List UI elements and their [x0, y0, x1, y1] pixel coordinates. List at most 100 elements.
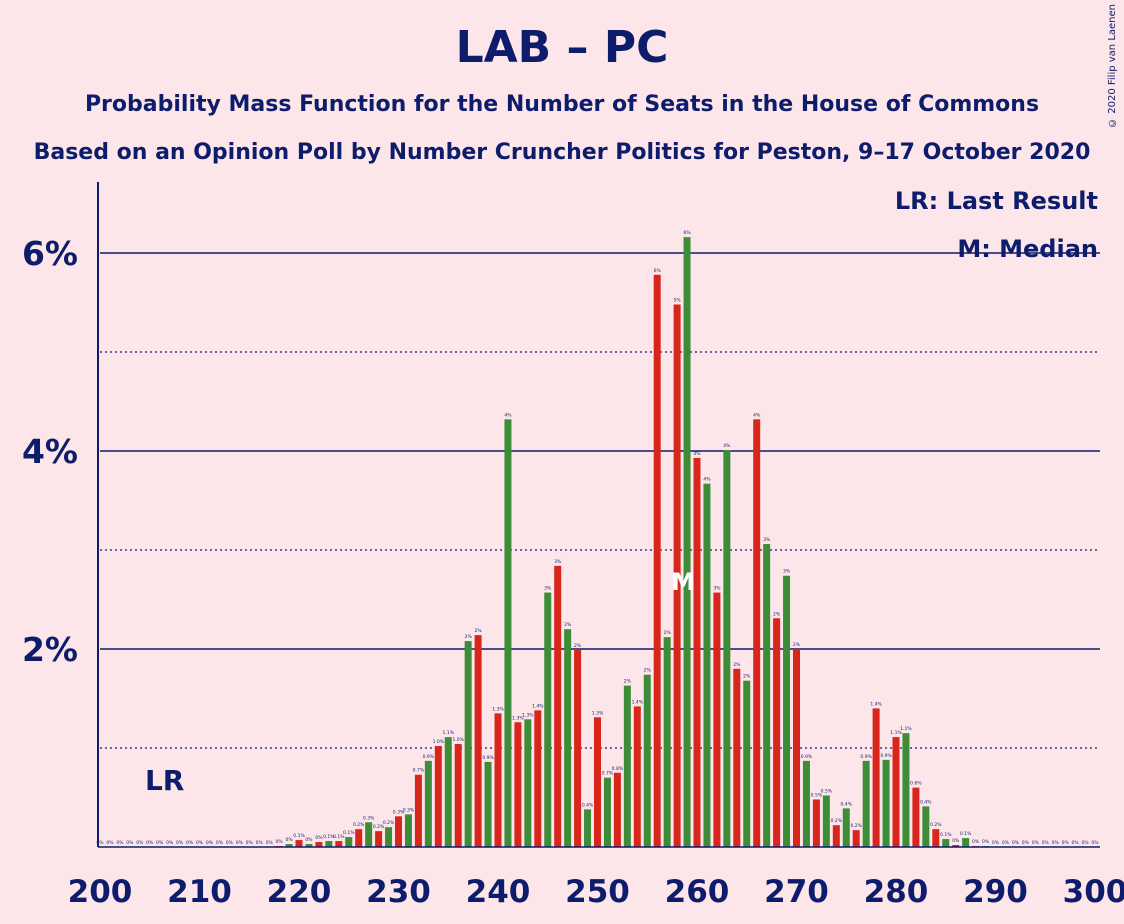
x-tick-300: 300: [1063, 874, 1124, 910]
bar-seat-273: [822, 795, 830, 847]
bar-seat-235: [444, 737, 452, 847]
bar-seat-224: [335, 841, 343, 847]
bar-seat-277: [862, 760, 870, 847]
y-tick-2: 2%: [22, 630, 78, 669]
bar-label-259: 6%: [683, 230, 691, 236]
bar-seat-225: [345, 837, 353, 847]
bar-seat-275: [842, 808, 850, 847]
bar-seat-243: [524, 719, 532, 847]
bar-label-285: 0.1%: [940, 832, 952, 838]
bar-label-235: 1.1%: [443, 730, 455, 736]
bar-label-244: 1.4%: [532, 703, 544, 709]
bar-seat-220: [295, 840, 303, 847]
bar-label-293: 0%: [1022, 840, 1030, 846]
x-tick-200: 200: [68, 874, 133, 910]
median-marker: M: [671, 568, 695, 596]
bar-label-260: 4%: [693, 451, 701, 457]
grid-lines: [100, 252, 1100, 749]
bar-seat-265: [743, 680, 751, 847]
bar-label-231: 0.3%: [403, 807, 415, 813]
bar-label-212: 0%: [216, 840, 224, 846]
bar-seat-222: [315, 842, 323, 847]
bar-seat-234: [434, 746, 442, 847]
bar-label-268: 2%: [773, 611, 781, 617]
bar-seat-259: [683, 237, 691, 847]
bar-label-282: 0.6%: [910, 781, 922, 787]
bar-label-276: 0.2%: [850, 823, 862, 829]
x-tick-280: 280: [864, 874, 929, 910]
bar-label-300: 0%: [1091, 840, 1099, 846]
bar-label-208: 0%: [176, 840, 184, 846]
bar-seat-272: [812, 799, 820, 847]
bar-label-239: 0.9%: [482, 755, 494, 761]
bar-label-275: 0.4%: [841, 801, 853, 807]
bar-seat-285: [942, 839, 950, 847]
bar-seat-247: [564, 629, 572, 847]
bar-label-210: 0%: [196, 840, 204, 846]
axes: 200 210 220 230 240 250 260 270 280 290 300 2% 4% 6%: [22, 182, 1124, 910]
bar-seat-233: [424, 760, 432, 847]
bar-label-299: 0%: [1081, 840, 1089, 846]
bar-label-219: 0%: [285, 837, 293, 843]
bar-seat-268: [773, 618, 781, 847]
bar-series: [275, 237, 990, 848]
bar-label-205: 0%: [146, 840, 154, 846]
bar-label-247: 2%: [564, 622, 572, 628]
bar-label-225: 0.1%: [343, 830, 355, 836]
bar-seat-219: [285, 844, 293, 847]
bar-seat-238: [474, 635, 482, 847]
bar-label-266: 4%: [753, 412, 761, 418]
y-tick-6: 6%: [22, 234, 78, 273]
bar-seat-256: [653, 274, 661, 847]
bar-seat-263: [723, 450, 731, 847]
bar-label-243: 1.3%: [522, 712, 534, 718]
bar-label-256: 6%: [654, 268, 662, 274]
bar-label-234: 1.0%: [433, 739, 445, 745]
bar-label-279: 0.9%: [880, 753, 892, 759]
bar-label-246: 3%: [554, 559, 562, 565]
x-tick-270: 270: [764, 874, 829, 910]
bar-label-228: 0.2%: [373, 824, 385, 830]
x-tick-290: 290: [963, 874, 1028, 910]
bar-seat-284: [932, 829, 940, 847]
bar-label-286: 0%: [952, 838, 960, 844]
bar-seat-255: [643, 674, 651, 847]
bar-seat-231: [404, 814, 412, 847]
bar-label-267: 3%: [763, 537, 771, 543]
bar-label-284: 0.2%: [930, 822, 942, 828]
bar-seat-269: [783, 575, 791, 847]
bar-seat-267: [763, 544, 771, 847]
bar-label-269: 3%: [783, 569, 791, 575]
bar-label-264: 2%: [733, 662, 741, 668]
bar-seat-282: [912, 787, 920, 847]
bar-label-206: 0%: [156, 840, 164, 846]
bar-label-224: 0.1%: [333, 834, 345, 840]
bar-seat-226: [355, 829, 363, 847]
bar-label-253: 2%: [624, 679, 632, 685]
y-tick-4: 4%: [22, 432, 78, 471]
bar-label-218: 0%: [276, 839, 284, 845]
bar-seat-251: [603, 777, 611, 847]
bar-seat-248: [574, 649, 582, 847]
bar-label-273: 0.5%: [821, 789, 833, 795]
bar-seat-232: [414, 774, 422, 847]
bar-label-270: 2%: [793, 642, 801, 648]
bar-label-250: 1.3%: [592, 710, 604, 716]
bar-label-252: 0.8%: [612, 766, 624, 772]
bar-seat-262: [713, 592, 721, 847]
bar-seat-236: [454, 744, 462, 847]
bar-label-265: 2%: [743, 674, 751, 680]
bar-seat-278: [872, 708, 880, 847]
bar-seat-283: [922, 806, 930, 847]
bar-label-296: 0%: [1052, 840, 1060, 846]
bar-label-238: 2%: [475, 628, 483, 634]
bar-label-200: 0%: [96, 840, 104, 846]
x-tick-210: 210: [167, 874, 232, 910]
bar-seat-241: [504, 419, 512, 847]
bar-label-295: 0%: [1042, 840, 1050, 846]
bar-label-220: 0.1%: [293, 833, 305, 839]
bar-label-203: 0%: [126, 840, 134, 846]
chart-subtitle: Probability Mass Function for the Number…: [84, 92, 1040, 117]
bar-label-215: 0%: [246, 840, 254, 846]
